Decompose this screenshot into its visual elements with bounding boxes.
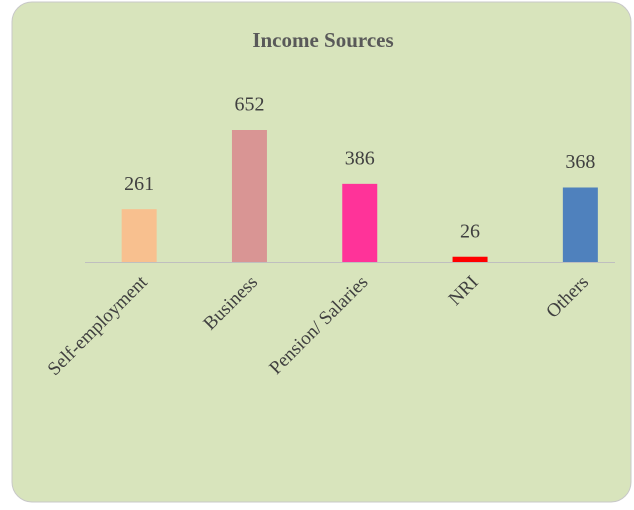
bar [231,130,267,262]
data-label: 652 [234,94,264,116]
bar [121,209,157,262]
bar [562,187,598,262]
bar [452,256,488,262]
bar [342,183,378,262]
chart-background [11,1,632,503]
data-label: 261 [124,173,154,195]
data-label: 26 [460,220,480,242]
data-label: 386 [345,147,375,169]
data-label: 368 [565,151,595,173]
chart-title: Income Sources [252,28,393,52]
